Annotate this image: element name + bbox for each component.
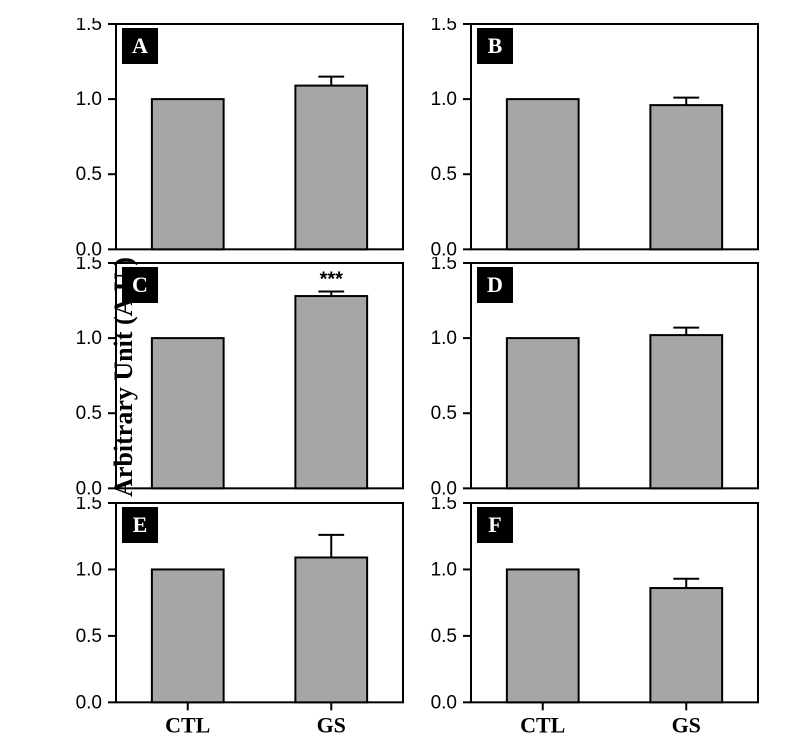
ytick-label: 0.5 — [431, 626, 457, 647]
significance-marker: *** — [320, 269, 344, 291]
bar — [650, 105, 722, 249]
panel-grid: 0.0 0.5 1.0 1.5 A 0.0 0.5 1.0 1.5 B 0.0 0.5 1.0 1.5 **… — [60, 18, 770, 736]
bar — [152, 99, 224, 249]
ytick-label: 0.0 — [431, 239, 457, 257]
panel-svg: 0.0 0.5 1.0 1.5 — [415, 18, 770, 257]
bar — [507, 338, 579, 488]
panel-svg: 0.0 0.5 1.0 1.5 — [415, 257, 770, 496]
ytick-label: 0.0 — [76, 479, 102, 497]
ytick-label: 0.5 — [76, 404, 102, 425]
bar — [295, 86, 367, 250]
bar — [507, 99, 579, 249]
panel-d: 0.0 0.5 1.0 1.5 D — [415, 257, 770, 496]
ytick-label: 1.0 — [431, 559, 457, 580]
figure-stage: Arbitrary Unit (A.U.) 0.00.51.01.5A0.00.… — [0, 0, 785, 754]
ytick-label: 0.5 — [76, 626, 102, 647]
bar — [295, 296, 367, 488]
panel-a: 0.0 0.5 1.0 1.5 A — [60, 18, 415, 257]
panel-badge: D — [477, 267, 513, 303]
ytick-label: 1.0 — [76, 89, 102, 110]
ytick-label: 0.0 — [431, 692, 457, 713]
ytick-label: 1.5 — [431, 497, 457, 514]
ytick-label: 0.0 — [76, 692, 102, 713]
ytick-label: 1.5 — [76, 257, 102, 274]
bar — [152, 569, 224, 702]
panel-badge: B — [477, 28, 513, 64]
ytick-label: 0.0 — [431, 479, 457, 497]
ytick-label: 0.5 — [431, 164, 457, 185]
panel-e: 0.0 0.5 1.0 1.5 CTL GS E — [60, 497, 415, 736]
panel-badge: F — [477, 507, 513, 543]
x-category-label: CTL — [165, 712, 210, 736]
x-category-label: GS — [317, 712, 346, 736]
ytick-label: 1.5 — [76, 18, 102, 35]
ytick-label: 1.0 — [76, 559, 102, 580]
bar — [650, 588, 722, 702]
panel-badge: E — [122, 507, 158, 543]
panel-f: 0.0 0.5 1.0 1.5 CTL GS F — [415, 497, 770, 736]
panel-c: 0.0 0.5 1.0 1.5 *** C — [60, 257, 415, 496]
ytick-label: 0.0 — [76, 239, 102, 257]
panel-svg: 0.0 0.5 1.0 1.5 *** — [60, 257, 415, 496]
bar — [152, 338, 224, 488]
ytick-label: 1.0 — [76, 328, 102, 349]
panel-svg: 0.0 0.5 1.0 1.5 CTL GS — [60, 497, 415, 736]
bar — [650, 335, 722, 488]
ytick-label: 0.5 — [431, 404, 457, 425]
panel-badge: A — [122, 28, 158, 64]
ytick-label: 1.5 — [431, 18, 457, 35]
bar — [507, 569, 579, 702]
ytick-label: 1.5 — [76, 497, 102, 514]
ytick-label: 0.5 — [76, 164, 102, 185]
x-category-label: GS — [672, 712, 701, 736]
ytick-label: 1.0 — [431, 328, 457, 349]
ytick-label: 1.5 — [431, 257, 457, 274]
bar — [295, 557, 367, 702]
panel-svg: 0.0 0.5 1.0 1.5 CTL GS — [415, 497, 770, 736]
ytick-label: 1.0 — [431, 89, 457, 110]
panel-svg: 0.0 0.5 1.0 1.5 — [60, 18, 415, 257]
x-category-label: CTL — [520, 712, 565, 736]
panel-b: 0.0 0.5 1.0 1.5 B — [415, 18, 770, 257]
panel-badge: C — [122, 267, 158, 303]
